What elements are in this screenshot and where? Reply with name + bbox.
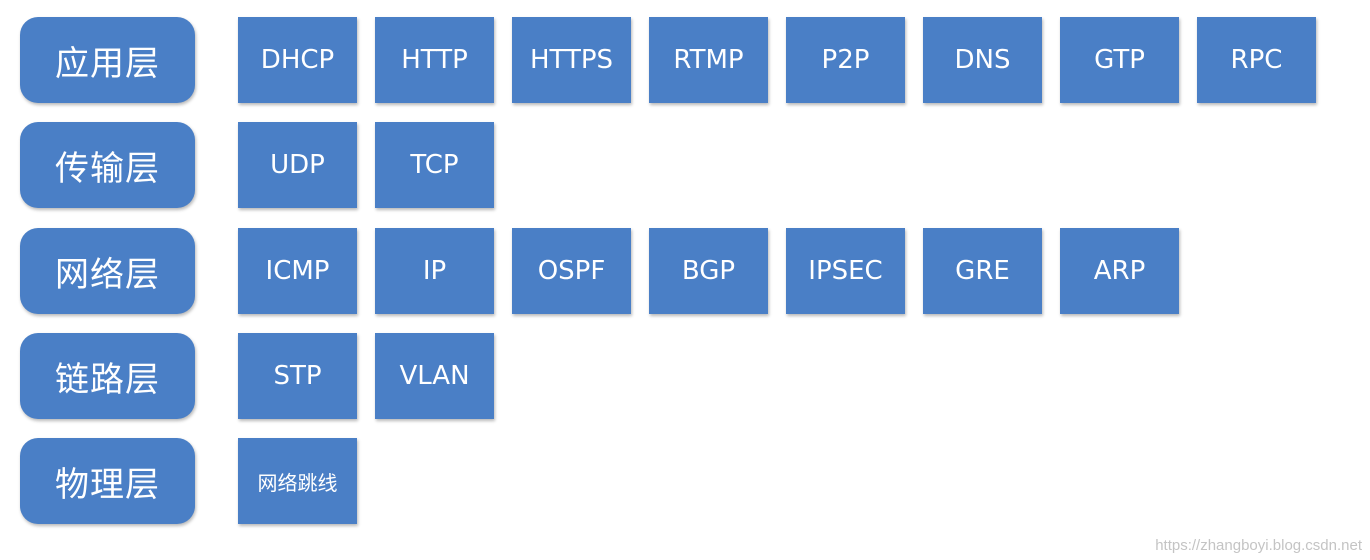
protocol-box: GRE [923, 228, 1042, 314]
protocol-box: DHCP [238, 17, 357, 103]
protocol-box: DNS [923, 17, 1042, 103]
layer-label-transport: 传输层 [20, 122, 195, 208]
layer-label-link: 链路层 [20, 333, 195, 419]
protocol-box: 网络跳线 [238, 438, 357, 524]
layer-label-network: 网络层 [20, 228, 195, 314]
protocol-box: STP [238, 333, 357, 419]
protocol-box: UDP [238, 122, 357, 208]
protocol-box: IP [375, 228, 494, 314]
protocol-box: BGP [649, 228, 768, 314]
protocol-group-link: STP VLAN [238, 333, 494, 419]
protocol-group-physical: 网络跳线 [238, 438, 357, 524]
protocol-box: RTMP [649, 17, 768, 103]
protocol-box: HTTPS [512, 17, 631, 103]
layer-label-physical: 物理层 [20, 438, 195, 524]
protocol-box: OSPF [512, 228, 631, 314]
protocol-box: P2P [786, 17, 905, 103]
layer-label-application: 应用层 [20, 17, 195, 103]
protocol-box: TCP [375, 122, 494, 208]
protocol-group-transport: UDP TCP [238, 122, 494, 208]
protocol-group-network: ICMP IP OSPF BGP IPSEC GRE ARP [238, 228, 1179, 314]
protocol-group-application: DHCP HTTP HTTPS RTMP P2P DNS GTP RPC [238, 17, 1316, 103]
watermark-text: https://zhangboyi.blog.csdn.net [1155, 537, 1362, 554]
protocol-box: ICMP [238, 228, 357, 314]
protocol-box: RPC [1197, 17, 1316, 103]
protocol-box: ARP [1060, 228, 1179, 314]
protocol-box: HTTP [375, 17, 494, 103]
protocol-box: GTP [1060, 17, 1179, 103]
protocol-box: IPSEC [786, 228, 905, 314]
protocol-box: VLAN [375, 333, 494, 419]
